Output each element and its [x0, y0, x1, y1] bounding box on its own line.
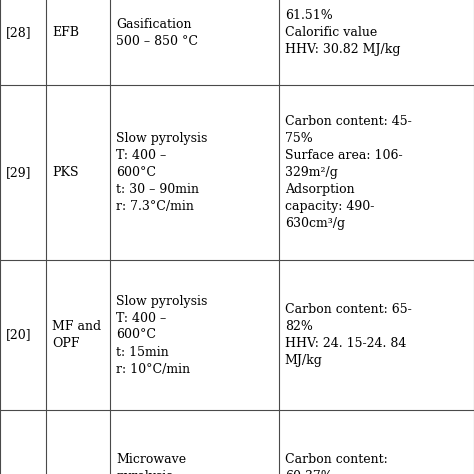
Text: [28]: [28] — [6, 26, 32, 39]
Text: MF and
OPF: MF and OPF — [53, 320, 101, 350]
Text: EFB: EFB — [53, 26, 80, 39]
Text: Carbon content: 45-
75%
Surface area: 106-
329m²/g
Adsorption
capacity: 490-
630: Carbon content: 45- 75% Surface area: 10… — [285, 115, 411, 230]
Text: 61.51%
Calorific value
HHV: 30.82 MJ/kg: 61.51% Calorific value HHV: 30.82 MJ/kg — [285, 9, 400, 56]
Text: [29]: [29] — [6, 166, 31, 179]
Text: Carbon content:
60.37%
Surface area:
158m²/g
HHV: 22.1 MJ/kg: Carbon content: 60.37% Surface area: 158… — [285, 453, 392, 474]
Text: Slow pyrolysis
T: 400 –
600°C
t: 15min
r: 10°C/min: Slow pyrolysis T: 400 – 600°C t: 15min r… — [117, 294, 208, 375]
Text: [20]: [20] — [6, 328, 32, 341]
Text: Carbon content: 65-
82%
HHV: 24. 15-24. 84
MJ/kg: Carbon content: 65- 82% HHV: 24. 15-24. … — [285, 303, 411, 367]
Text: PKS: PKS — [53, 166, 79, 179]
Text: Slow pyrolysis
T: 400 –
600°C
t: 30 – 90min
r: 7.3°C/min: Slow pyrolysis T: 400 – 600°C t: 30 – 90… — [117, 132, 208, 213]
Text: Gasification
500 – 850 °C: Gasification 500 – 850 °C — [117, 18, 199, 47]
Text: Microwave
pyrolysis
T: 450-700°C
Power: 400-
900 Watt: Microwave pyrolysis T: 450-700°C Power: … — [117, 453, 201, 474]
